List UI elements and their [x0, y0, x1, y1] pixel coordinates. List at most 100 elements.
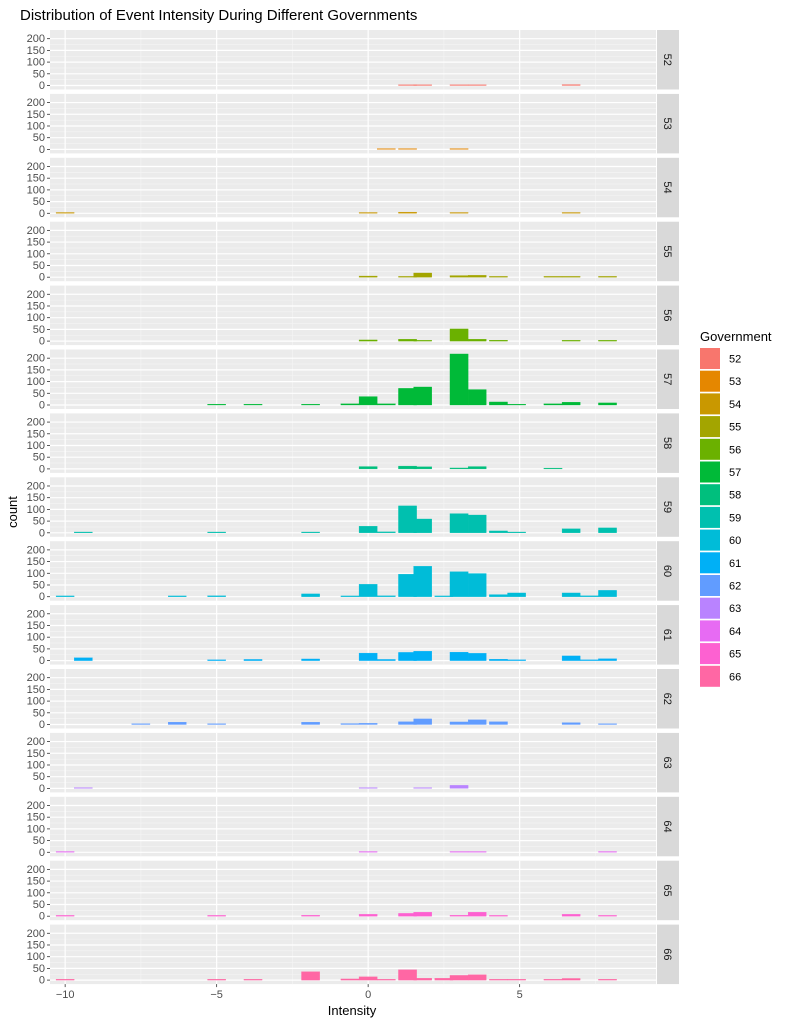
facet-strip-label: 56 — [661, 309, 673, 321]
chart-title: Distribution of Event Intensity During D… — [20, 7, 417, 24]
facet-strip — [657, 285, 679, 346]
legend-label: 59 — [729, 512, 741, 524]
histogram-bar — [413, 386, 432, 406]
y-tick-label: 50 — [33, 68, 45, 80]
histogram-bar — [449, 275, 469, 278]
histogram-bar — [467, 851, 487, 853]
legend-label: 58 — [729, 490, 741, 502]
histogram-bar — [207, 915, 226, 917]
legend-swatch — [700, 438, 720, 460]
legend-swatch — [700, 484, 720, 506]
legend-swatch — [700, 529, 720, 551]
y-tick-label: 100 — [27, 440, 45, 452]
y-tick-label: 100 — [27, 887, 45, 899]
facet-strip-label: 57 — [661, 373, 673, 385]
y-axis-title: count — [5, 496, 20, 528]
histogram-bar — [55, 915, 75, 917]
histogram-bar — [449, 513, 469, 533]
y-tick-label: 0 — [39, 655, 45, 667]
histogram-bar — [449, 212, 469, 214]
y-tick-label: 100 — [27, 57, 45, 69]
histogram-bar — [55, 851, 75, 853]
histogram-bar — [243, 659, 263, 661]
histogram-bar — [358, 212, 378, 214]
y-tick-label: 100 — [27, 248, 45, 260]
facet-strip — [657, 669, 679, 729]
histogram-bar — [561, 402, 581, 406]
histogram-bar — [489, 659, 508, 661]
y-tick-label: 50 — [33, 132, 45, 144]
y-tick-label: 200 — [27, 800, 45, 812]
facet-strip-label: 65 — [661, 884, 673, 896]
legend-items: 52 53 54 55 56 57 58 59 60 61 62 63 64 65 66 — [700, 348, 741, 687]
histogram-bar — [467, 514, 487, 533]
y-tick-label: 150 — [27, 109, 45, 121]
histogram-bar — [207, 979, 226, 981]
histogram-bar — [467, 573, 487, 597]
histogram-bar — [507, 659, 526, 661]
legend-label: 63 — [729, 603, 741, 615]
x-tick-label: −10 — [56, 989, 75, 1001]
histogram-bar — [467, 974, 487, 981]
y-tick-label: 150 — [27, 556, 45, 568]
y-tick-label: 200 — [27, 864, 45, 876]
y-tick-label: 150 — [27, 173, 45, 185]
facet-strip-label: 62 — [661, 693, 673, 705]
facet-strip — [657, 349, 679, 409]
histogram-bar — [243, 404, 263, 406]
histogram-bar — [207, 595, 226, 597]
histogram-bar — [358, 787, 378, 789]
x-axis: −10 −5 0 5 — [56, 984, 523, 1001]
histogram-bar — [168, 595, 187, 597]
histogram-bar — [598, 723, 617, 725]
histogram-bar — [377, 531, 396, 533]
histogram-bar — [55, 212, 75, 214]
y-tick-label: 100 — [27, 951, 45, 963]
histogram-bar — [377, 148, 396, 150]
y-tick-label: 150 — [27, 939, 45, 951]
y-tick-label: 150 — [27, 812, 45, 824]
histogram-bar — [243, 979, 263, 981]
y-tick-label: 150 — [27, 428, 45, 440]
histogram-bar — [413, 651, 432, 661]
y-tick-label: 150 — [27, 300, 45, 312]
histogram-bar — [358, 914, 378, 917]
histogram-bar — [449, 915, 469, 917]
histogram-bar — [74, 787, 93, 789]
legend-label: 64 — [729, 626, 741, 638]
histogram-bar — [598, 340, 617, 342]
histogram-bar — [340, 595, 360, 597]
histogram-bar — [449, 84, 469, 86]
facet-strip-label: 61 — [661, 629, 673, 641]
legend-swatch — [700, 461, 720, 483]
legend-item-66: 66 — [700, 665, 741, 687]
histogram-bar — [413, 978, 432, 981]
y-tick-label: 100 — [27, 759, 45, 771]
y-tick-label: 200 — [27, 161, 45, 173]
legend-title: Government — [700, 329, 772, 344]
histogram-bar — [207, 659, 226, 661]
histogram-bar — [598, 276, 617, 278]
histogram-bar — [358, 466, 378, 470]
histogram-bar — [413, 466, 432, 470]
histogram-bar — [207, 404, 226, 406]
legend-label: 56 — [729, 444, 741, 456]
histogram-bar — [340, 978, 360, 981]
facet-strip — [657, 924, 679, 985]
y-tick-label: 50 — [33, 324, 45, 336]
y-tick-label: 0 — [39, 463, 45, 475]
legend-item-62: 62 — [700, 575, 741, 596]
histogram-bar — [467, 653, 487, 661]
histogram-bar — [449, 785, 469, 789]
histogram-bar — [340, 403, 360, 406]
legend-swatch — [700, 597, 720, 619]
histogram-bar — [55, 979, 75, 981]
legend-swatch — [700, 665, 720, 687]
y-tick-label: 100 — [27, 120, 45, 132]
